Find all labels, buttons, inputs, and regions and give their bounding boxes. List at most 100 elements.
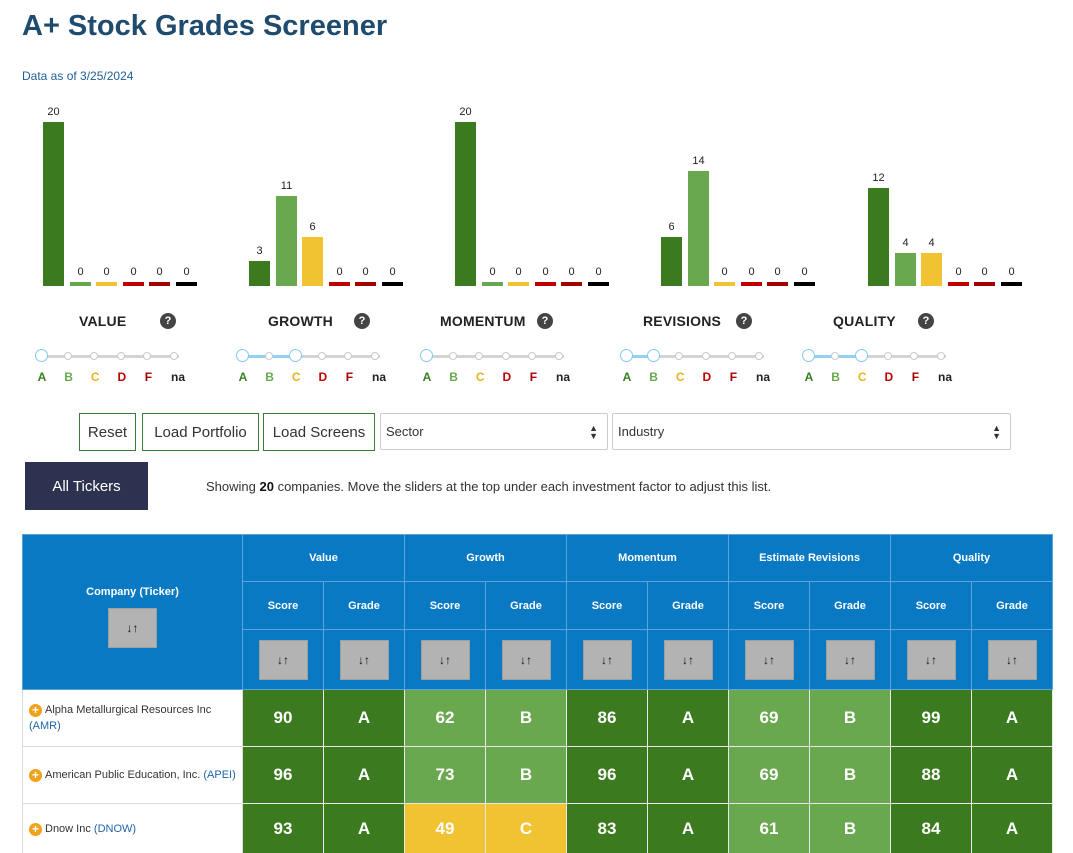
score-header: Score xyxy=(728,581,810,630)
sort-company-button[interactable]: ↓↑ xyxy=(108,608,157,648)
load-portfolio-button[interactable]: Load Portfolio xyxy=(142,413,259,451)
histogram-quality: 12 4 4 0 0 0 xyxy=(868,100,1038,290)
help-icon[interactable]: ? xyxy=(736,313,752,329)
help-icon[interactable]: ? xyxy=(918,313,934,329)
slider-tick xyxy=(116,352,125,360)
group-header: Value xyxy=(242,534,405,582)
grade-label-d: D xyxy=(318,370,328,384)
grade-cell: A xyxy=(971,689,1053,747)
grade-range-slider[interactable] xyxy=(236,349,386,363)
grade-label-c: C xyxy=(857,370,867,384)
ticker-link[interactable]: (DNOW) xyxy=(93,822,137,835)
score-cell: 83 xyxy=(566,803,648,853)
factor-name-momentum: MOMENTUM xyxy=(440,313,526,329)
grade-label-b: B xyxy=(449,370,458,384)
grade-cell: A xyxy=(323,746,405,804)
ticker-link[interactable]: (AMR) xyxy=(29,720,61,732)
bar-value-label: 14 xyxy=(692,155,705,167)
bar-value-label: 20 xyxy=(47,106,60,118)
sort-button[interactable]: ↓↑ xyxy=(987,639,1037,680)
sort-button[interactable]: ↓↑ xyxy=(501,639,551,680)
bar-value-label: 0 xyxy=(77,266,84,278)
grade-label-b: B xyxy=(265,370,274,384)
slider-handle[interactable] xyxy=(802,349,815,362)
company-cell[interactable]: + Alpha Metallurgical Resources Inc (AMR) xyxy=(22,689,243,747)
all-tickers-tab[interactable]: All Tickers xyxy=(25,462,148,510)
grade-label-f: F xyxy=(729,370,738,384)
bar-b xyxy=(276,196,297,286)
company-cell[interactable]: + Dnow Inc (DNOW) xyxy=(22,803,243,853)
slider-handle[interactable] xyxy=(855,349,869,362)
bar-value-label: 4 xyxy=(928,237,935,249)
factor-name-growth: GROWTH xyxy=(268,313,333,329)
slider-tick xyxy=(63,352,72,360)
sort-button[interactable]: ↓↑ xyxy=(339,639,389,680)
grade-range-slider[interactable] xyxy=(35,349,185,363)
bar-value-label: 0 xyxy=(183,266,190,278)
page-title: A+ Stock Grades Screener xyxy=(22,10,388,42)
sort-button[interactable]: ↓↑ xyxy=(420,639,470,680)
company-header-label: Company (Ticker) xyxy=(86,586,179,598)
score-cell: 61 xyxy=(728,803,810,853)
score-cell: 93 xyxy=(242,803,324,853)
grade-label-a: A xyxy=(622,370,632,384)
sector-select[interactable]: Sector ▲ ▼ xyxy=(380,413,608,450)
bar-value-label: 0 xyxy=(595,266,602,278)
slider-tick xyxy=(143,352,152,360)
bar-d xyxy=(741,282,762,286)
bar-b xyxy=(482,282,503,286)
company-name: American Public Education, Inc. xyxy=(45,769,201,781)
ticker-link[interactable]: (APEI) xyxy=(203,769,236,781)
sort-button[interactable]: ↓↑ xyxy=(258,639,308,680)
reset-button[interactable]: Reset xyxy=(79,413,136,451)
bar-a xyxy=(249,261,270,286)
company-name: Alpha Metallurgical Resources Inc xyxy=(45,704,212,716)
slider-handle[interactable] xyxy=(420,349,433,362)
bar-value-label: 0 xyxy=(542,266,549,278)
industry-select[interactable]: Industry ▲ ▼ xyxy=(612,413,1011,450)
sort-button[interactable]: ↓↑ xyxy=(663,639,713,680)
sector-select-value: Sector xyxy=(386,424,424,439)
table-row[interactable]: + Dnow Inc (DNOW) 93 A 49 C 83 A 61 B 84 A xyxy=(22,803,1053,853)
grade-range-slider[interactable] xyxy=(420,349,570,363)
help-icon[interactable]: ? xyxy=(160,313,176,329)
company-cell[interactable]: + American Public Education, Inc. (APEI) xyxy=(22,746,243,804)
sort-button[interactable]: ↓↑ xyxy=(582,639,632,680)
bar-value-label: 0 xyxy=(389,266,396,278)
bar-na xyxy=(588,282,609,286)
showing-prefix: Showing xyxy=(206,479,260,494)
table-row[interactable]: + American Public Education, Inc. (APEI) 9… xyxy=(22,746,1053,804)
bar-value-label: 0 xyxy=(774,266,781,278)
histogram-value: 20 0 0 0 0 0 xyxy=(43,100,213,290)
sort-cell: ↓↑ xyxy=(809,629,891,690)
expand-plus-icon[interactable]: + xyxy=(29,822,42,836)
sort-cell: ↓↑ xyxy=(728,629,810,690)
help-icon[interactable]: ? xyxy=(537,313,553,329)
bar-value-label: 0 xyxy=(362,266,369,278)
bar-c xyxy=(921,253,942,286)
grade-label-na: na xyxy=(755,370,770,384)
bar-value-label: 0 xyxy=(568,266,575,278)
slider-handle[interactable] xyxy=(236,349,249,362)
bar-b xyxy=(688,171,709,286)
load-screens-button[interactable]: Load Screens xyxy=(263,413,375,451)
sort-button[interactable]: ↓↑ xyxy=(906,639,956,680)
slider-tick xyxy=(528,352,537,360)
slider-handle[interactable] xyxy=(620,349,633,362)
sort-button[interactable]: ↓↑ xyxy=(825,639,875,680)
bar-d xyxy=(948,282,969,286)
slider-tick xyxy=(937,352,945,360)
grade-range-slider[interactable] xyxy=(802,349,952,363)
slider-handle[interactable] xyxy=(289,349,303,362)
score-cell: 69 xyxy=(728,689,810,747)
expand-plus-icon[interactable]: + xyxy=(29,704,42,717)
sort-button[interactable]: ↓↑ xyxy=(744,639,794,680)
expand-plus-icon[interactable]: + xyxy=(29,769,42,782)
table-row[interactable]: + Alpha Metallurgical Resources Inc (AMR)… xyxy=(22,689,1053,747)
slider-handle[interactable] xyxy=(35,349,48,362)
grade-range-slider[interactable] xyxy=(620,349,770,363)
slider-handle[interactable] xyxy=(646,349,660,362)
bar-value-label: 20 xyxy=(459,106,472,118)
help-icon[interactable]: ? xyxy=(354,313,370,329)
grade-header: Grade xyxy=(485,581,567,630)
